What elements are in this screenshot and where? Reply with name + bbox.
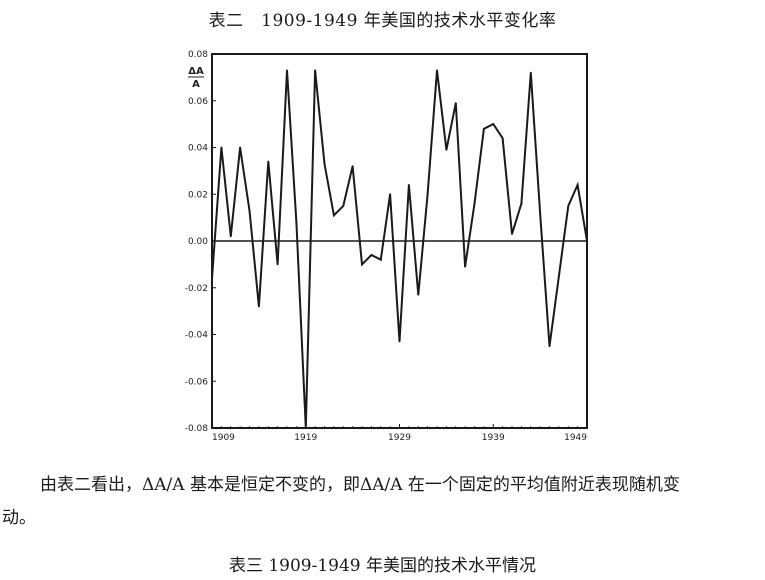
- series-line: [211, 70, 588, 429]
- x-tick-label: 1949: [564, 433, 587, 443]
- y-tick-label: -0.02: [185, 284, 208, 294]
- line-chart: 0.08 0.06 0.04 0.02 0.00 -0.02 -0.04 -0.06 -0.08…: [185, 50, 588, 443]
- data-point: [351, 165, 354, 168]
- y-axis-label-numerator: ΔA: [188, 66, 204, 77]
- data-point: [332, 214, 335, 217]
- chart-axes: [211, 53, 588, 429]
- data-point: [276, 263, 279, 266]
- data-point: [520, 202, 523, 205]
- data-point: [286, 69, 288, 72]
- data-point: [239, 146, 242, 149]
- data-point: [407, 184, 410, 186]
- data-point: [464, 265, 467, 268]
- y-tick-label: 0.06: [188, 97, 208, 107]
- x-axis-ticks: 1909 1919 1929 1939 1949: [211, 424, 588, 443]
- y-tick-label: 0.04: [188, 144, 208, 154]
- x-tick-label: 1939: [482, 433, 505, 443]
- data-point: [473, 202, 476, 205]
- data-point: [492, 123, 495, 126]
- data-point: [576, 184, 579, 186]
- data-point: [511, 233, 513, 235]
- data-point: [379, 258, 382, 261]
- data-point: [342, 205, 345, 207]
- data-point: [557, 275, 560, 277]
- data-point: [445, 148, 448, 151]
- body-text-line1: 由表二看出，ΔA/A 基本是恒定不变的，即ΔA/A 在一个固定的平均值附近表现随…: [40, 475, 680, 495]
- y-tick-label: 0.00: [188, 237, 208, 247]
- data-point: [567, 205, 570, 207]
- x-tick-label: 1919: [294, 433, 317, 443]
- data-point: [314, 69, 317, 72]
- data-point: [548, 345, 551, 348]
- y-tick-label: 0.02: [188, 190, 208, 200]
- y-axis-ticks: 0.08 0.06 0.04 0.02 0.00 -0.02 -0.04 -0.06 -0.08: [185, 50, 216, 434]
- data-point: [295, 221, 298, 224]
- y-tick-label: -0.06: [185, 377, 209, 387]
- body-paragraph: 由表二看出，ΔA/A 基本是恒定不变的，即ΔA/A 在一个固定的平均值附近表现随…: [2, 470, 760, 528]
- data-point: [229, 235, 232, 238]
- data-point: [220, 146, 223, 149]
- y-axis-label-group: ΔA A: [188, 66, 204, 90]
- data-point: [436, 69, 438, 72]
- next-table-caption: 表三 1909-1949 年美国的技术水平情况: [228, 556, 537, 576]
- x-tick-label: 1909: [212, 433, 235, 443]
- data-point: [501, 137, 504, 140]
- data-point: [323, 162, 326, 165]
- data-point: [417, 293, 420, 296]
- data-point: [426, 193, 429, 196]
- x-tick-label: 1929: [388, 433, 411, 443]
- data-point: [211, 277, 213, 280]
- data-point: [539, 212, 542, 214]
- body-text-line2: 动。: [2, 508, 36, 528]
- data-point: [361, 263, 363, 266]
- data-point: [304, 427, 307, 429]
- y-tick-label: -0.08: [185, 424, 209, 434]
- y-axis-label-denominator: A: [192, 79, 200, 90]
- y-tick-label: -0.04: [185, 331, 209, 341]
- data-point: [257, 305, 260, 308]
- data-point: [398, 340, 401, 343]
- chart-caption: 表二 1909-1949 年美国的技术水平变化率: [208, 11, 557, 31]
- data-point: [586, 240, 588, 242]
- data-point: [389, 193, 392, 196]
- data-point: [370, 254, 373, 256]
- data-point: [248, 209, 251, 212]
- series-group: [211, 69, 588, 429]
- y-tick-label: 0.08: [188, 50, 208, 60]
- data-point: [267, 160, 270, 163]
- data-point: [482, 127, 485, 130]
- data-point: [529, 71, 532, 74]
- data-point: [454, 102, 457, 104]
